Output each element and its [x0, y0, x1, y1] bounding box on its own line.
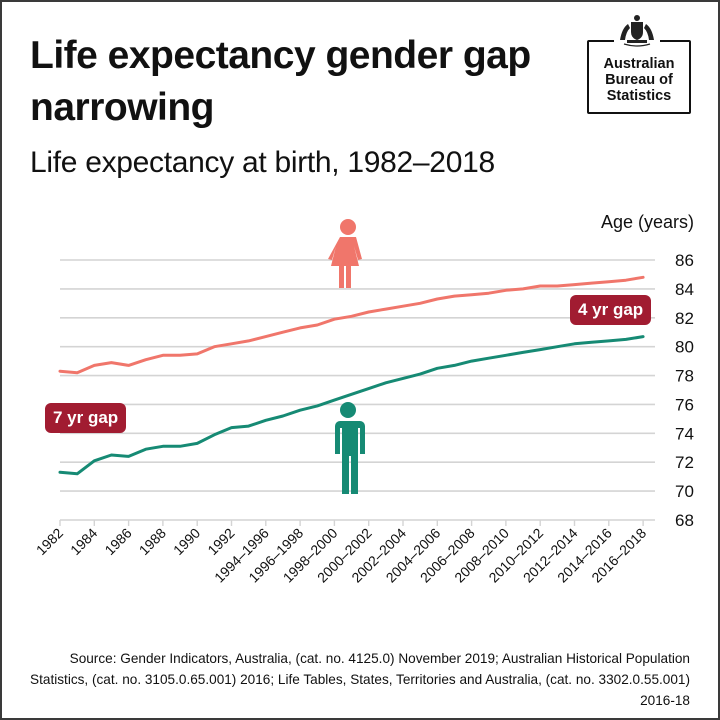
x-tick-label: 1982	[33, 525, 66, 558]
page-title: Life expectancy gender gap narrowing	[30, 34, 531, 129]
x-tick-label: 1988	[136, 525, 169, 558]
female-figure-icon	[328, 219, 362, 288]
series-line-male	[58, 335, 645, 476]
y-tick-label: 68	[675, 511, 694, 530]
logo-text: Australian Bureau of Statistics	[589, 56, 689, 104]
logo-line-3: Statistics	[606, 88, 672, 104]
y-tick-label: 78	[675, 367, 694, 386]
x-tick-label: 1984	[67, 525, 100, 558]
y-axis-label: Age (years)	[600, 212, 694, 232]
y-tick-label: 80	[675, 338, 694, 357]
y-tick-label: 76	[675, 395, 694, 414]
logo-line-2: Bureau of	[605, 72, 673, 88]
gap-badge-end: 4 yr gap	[570, 295, 652, 325]
source-note: Source: Gender Indicators, Australia, (c…	[30, 651, 690, 708]
y-tick-label: 86	[675, 251, 694, 270]
y-tick-label: 70	[675, 482, 694, 501]
x-tick-label: 1986	[101, 525, 134, 558]
y-tick-label: 84	[675, 280, 694, 299]
y-tick-label: 74	[675, 424, 694, 443]
logo-line-1: Australian	[603, 56, 675, 72]
series-line-female	[58, 275, 645, 375]
gap-badge-start: 7 yr gap	[45, 403, 127, 433]
y-tick-label: 82	[675, 309, 694, 328]
coat-of-arms-icon	[614, 14, 660, 48]
y-tick-label: 72	[675, 453, 694, 472]
x-tick-label: 1990	[170, 525, 203, 558]
male-figure-icon	[335, 402, 365, 494]
chart-subtitle: Life expectancy at birth, 1982–2018	[30, 146, 495, 179]
